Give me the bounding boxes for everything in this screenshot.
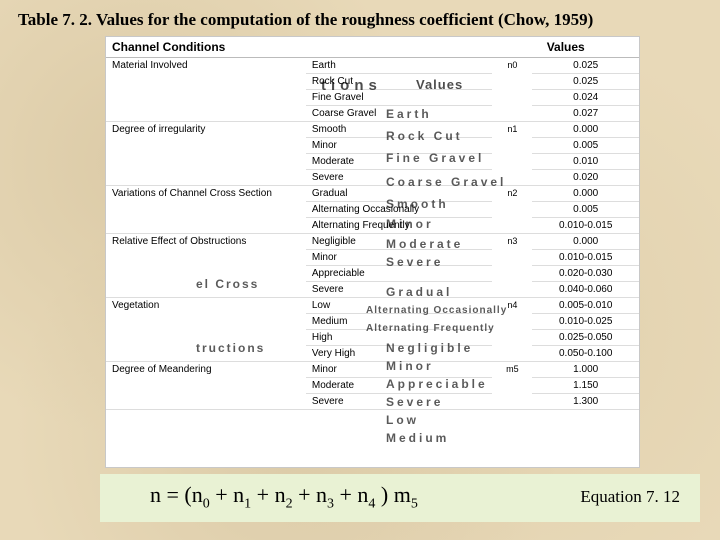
table-row: Material InvolvedEarthn00.025 <box>106 58 639 74</box>
description-cell: Minor <box>306 362 493 378</box>
value-cell: 0.027 <box>532 106 639 122</box>
description-cell: Negligible <box>306 234 493 250</box>
value-cell: 0.040-0.060 <box>532 282 639 298</box>
value-cell: 0.010-0.025 <box>532 314 639 330</box>
value-cell: 0.005-0.010 <box>532 298 639 314</box>
description-cell: Moderate <box>306 378 493 394</box>
description-cell: High <box>306 330 493 346</box>
symbol-cell: n2 <box>492 186 532 234</box>
condition-cell: Vegetation <box>106 298 306 362</box>
description-cell: Medium <box>306 314 493 330</box>
value-cell: 0.000 <box>532 234 639 250</box>
header-values: Values <box>492 37 639 58</box>
table-container: tions Values Channel Conditions Values M… <box>105 36 640 468</box>
ghost-values: Values <box>416 77 463 92</box>
table-header-row: Channel Conditions Values <box>106 37 639 58</box>
description-cell: Low <box>306 298 493 314</box>
description-cell: Severe <box>306 394 493 410</box>
symbol-cell: n4 <box>492 298 532 362</box>
value-cell: 0.000 <box>532 186 639 202</box>
equation-label: Equation 7. 12 <box>580 487 690 507</box>
value-cell: 0.020 <box>532 170 639 186</box>
condition-cell: Relative Effect of Obstructions <box>106 234 306 298</box>
condition-cell: Degree of Meandering <box>106 362 306 410</box>
value-cell: 0.025 <box>532 58 639 74</box>
value-cell: 0.010 <box>532 154 639 170</box>
table-row: Relative Effect of ObstructionsNegligibl… <box>106 234 639 250</box>
description-cell: Coarse Gravel <box>306 106 493 122</box>
equation-box: n = (n0 + n1 + n2 + n3 + n4 ) m5 Equatio… <box>100 474 700 522</box>
condition-cell: Variations of Channel Cross Section <box>106 186 306 234</box>
symbol-cell: n1 <box>492 122 532 186</box>
value-cell: 0.005 <box>532 202 639 218</box>
table-title: Table 7. 2. Values for the computation o… <box>0 0 720 36</box>
description-cell: Moderate <box>306 154 493 170</box>
value-cell: 1.150 <box>532 378 639 394</box>
ghost-text: Medium <box>386 431 449 445</box>
description-cell: Gradual <box>306 186 493 202</box>
value-cell: 1.300 <box>532 394 639 410</box>
description-cell: Earth <box>306 58 493 74</box>
description-cell: Severe <box>306 282 493 298</box>
description-cell: Alternating Occasionally <box>306 202 493 218</box>
value-cell: 0.010-0.015 <box>532 218 639 234</box>
equation: n = (n0 + n1 + n2 + n3 + n4 ) m5 <box>110 482 418 512</box>
table-row: Degree of MeanderingMinorm51.000 <box>106 362 639 378</box>
table-row: Degree of irregularitySmoothn10.000 <box>106 122 639 138</box>
ghost-header: tions <box>321 77 382 94</box>
description-cell: Severe <box>306 170 493 186</box>
symbol-cell: n3 <box>492 234 532 298</box>
description-cell: Appreciable <box>306 266 493 282</box>
value-cell: 0.050-0.100 <box>532 346 639 362</box>
condition-cell: Material Involved <box>106 58 306 122</box>
table-row: Variations of Channel Cross SectionGradu… <box>106 186 639 202</box>
value-cell: 0.020-0.030 <box>532 266 639 282</box>
value-cell: 0.000 <box>532 122 639 138</box>
description-cell: Smooth <box>306 122 493 138</box>
value-cell: 0.024 <box>532 90 639 106</box>
description-cell: Very High <box>306 346 493 362</box>
value-cell: 0.005 <box>532 138 639 154</box>
value-cell: 0.025-0.050 <box>532 330 639 346</box>
description-cell: Minor <box>306 138 493 154</box>
ghost-text: Low <box>386 413 419 427</box>
value-cell: 1.000 <box>532 362 639 378</box>
symbol-cell: n0 <box>492 58 532 122</box>
table-row: VegetationLown40.005-0.010 <box>106 298 639 314</box>
description-cell: Alternating Frequently <box>306 218 493 234</box>
condition-cell: Degree of irregularity <box>106 122 306 186</box>
header-conditions: Channel Conditions <box>106 37 492 58</box>
value-cell: 0.010-0.015 <box>532 250 639 266</box>
value-cell: 0.025 <box>532 74 639 90</box>
symbol-cell: m5 <box>492 362 532 410</box>
description-cell: Minor <box>306 250 493 266</box>
